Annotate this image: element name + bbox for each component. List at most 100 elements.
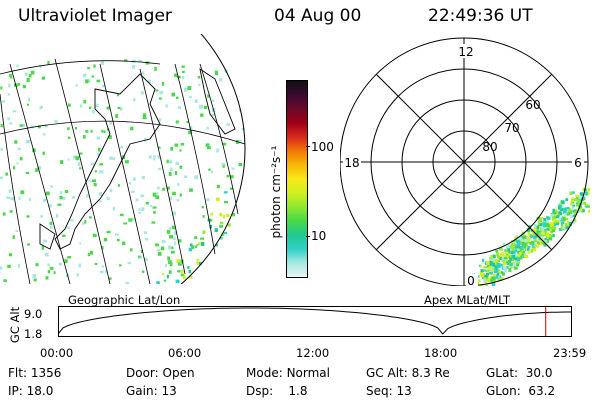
- emission-dot: [509, 266, 513, 269]
- emission-dot: [535, 231, 539, 235]
- emission-dot: [491, 268, 495, 272]
- emission-dot: [122, 241, 126, 246]
- emission-dot: [544, 228, 548, 231]
- emission-dot: [45, 276, 49, 280]
- emission-dot: [584, 203, 589, 208]
- emission-dot: [76, 272, 79, 277]
- emission-dot: [519, 255, 523, 260]
- emission-dot: [571, 200, 575, 203]
- emission-dot: [54, 120, 58, 123]
- emission-dot: [534, 224, 537, 228]
- emission-dot: [550, 213, 554, 218]
- geographic-map-label: Geographic Lat/Lon: [68, 293, 181, 307]
- emission-dot: [518, 251, 522, 255]
- emission-dot: [559, 208, 564, 212]
- emission-dot: [573, 214, 576, 217]
- emission-dot: [502, 242, 506, 247]
- emission-dot: [84, 220, 87, 224]
- emission-dot: [2, 212, 6, 216]
- emission-dot: [539, 223, 543, 227]
- emission-dot: [37, 125, 41, 129]
- emission-dot: [142, 113, 147, 117]
- instrument-title: Ultraviolet Imager: [18, 6, 172, 26]
- emission-dot: [492, 262, 495, 267]
- emission-dot: [479, 265, 483, 268]
- emission-dot: [156, 281, 160, 284]
- emission-dot: [138, 208, 141, 211]
- emission-dot: [502, 272, 505, 276]
- emission-dot: [109, 188, 113, 193]
- info-glon-value: 63.2: [528, 384, 556, 398]
- emission-dot: [45, 191, 50, 196]
- xtick-1200: 12:00: [296, 346, 330, 360]
- emission-dot: [513, 259, 518, 264]
- emission-dot: [88, 216, 92, 219]
- info-mode-label: Mode:: [246, 366, 283, 380]
- emission-dot: [9, 76, 13, 79]
- emission-dot: [197, 261, 202, 265]
- emission-dot: [199, 104, 203, 109]
- polar-emission-dots: [472, 187, 590, 286]
- emission-dot: [559, 217, 562, 221]
- emission-dot: [521, 244, 526, 247]
- emission-dot: [37, 165, 42, 170]
- emission-dot: [43, 239, 47, 243]
- emission-dot: [153, 156, 156, 161]
- xtick-0600: 06:00: [168, 346, 202, 360]
- emission-dot: [78, 263, 82, 268]
- emission-dot: [505, 259, 508, 262]
- emission-dot: [536, 225, 540, 230]
- emission-dot: [532, 244, 536, 247]
- emission-dot: [8, 253, 13, 257]
- emission-dot: [140, 194, 145, 198]
- emission-dot: [504, 268, 507, 273]
- emission-dot: [82, 222, 85, 225]
- emission-dot: [219, 212, 223, 217]
- emission-dot: [90, 129, 93, 133]
- coastline: [54, 73, 161, 250]
- emission-dot: [551, 226, 554, 229]
- emission-dot: [175, 279, 180, 284]
- emission-dot: [544, 233, 547, 237]
- emission-dot: [523, 244, 527, 249]
- emission-dot: [100, 270, 104, 274]
- emission-dot: [87, 66, 90, 70]
- emission-dot: [548, 233, 551, 238]
- emission-dot: [133, 177, 136, 181]
- info-seq-label: Seq:: [366, 384, 393, 398]
- emission-dot: [588, 204, 590, 208]
- emission-dot: [26, 78, 30, 82]
- emission-dot: [91, 75, 94, 78]
- emission-dot: [13, 166, 16, 170]
- emission-dot: [148, 79, 152, 83]
- emission-dot: [226, 213, 230, 218]
- emission-dot: [222, 142, 227, 146]
- emission-dot: [47, 60, 50, 65]
- emission-dot: [0, 86, 3, 90]
- emission-dot: [217, 184, 220, 189]
- emission-dot: [21, 123, 26, 128]
- altitude-plot-frame: [58, 306, 572, 337]
- emission-dot: [500, 247, 503, 251]
- emission-dot: [552, 218, 557, 222]
- emission-dot: [574, 209, 577, 214]
- emission-dot: [94, 262, 98, 265]
- emission-dot: [205, 143, 210, 147]
- emission-dot: [196, 261, 200, 265]
- emission-dot: [200, 237, 205, 240]
- emission-dot: [119, 107, 123, 111]
- emission-dot: [27, 243, 31, 246]
- emission-dot: [238, 139, 242, 144]
- emission-dot: [159, 118, 162, 122]
- info-door-label: Door:: [126, 366, 159, 380]
- emission-dot: [207, 218, 212, 222]
- emission-dot: [71, 196, 76, 199]
- emission-dot: [116, 238, 120, 242]
- emission-dot: [223, 191, 228, 194]
- emission-dot: [509, 256, 513, 259]
- info-glon: GLon: 63.2: [486, 384, 555, 398]
- emission-dot: [489, 267, 492, 271]
- auroral-emission-dots: [0, 59, 245, 284]
- emission-dot: [516, 240, 521, 244]
- emission-dot: [189, 188, 193, 192]
